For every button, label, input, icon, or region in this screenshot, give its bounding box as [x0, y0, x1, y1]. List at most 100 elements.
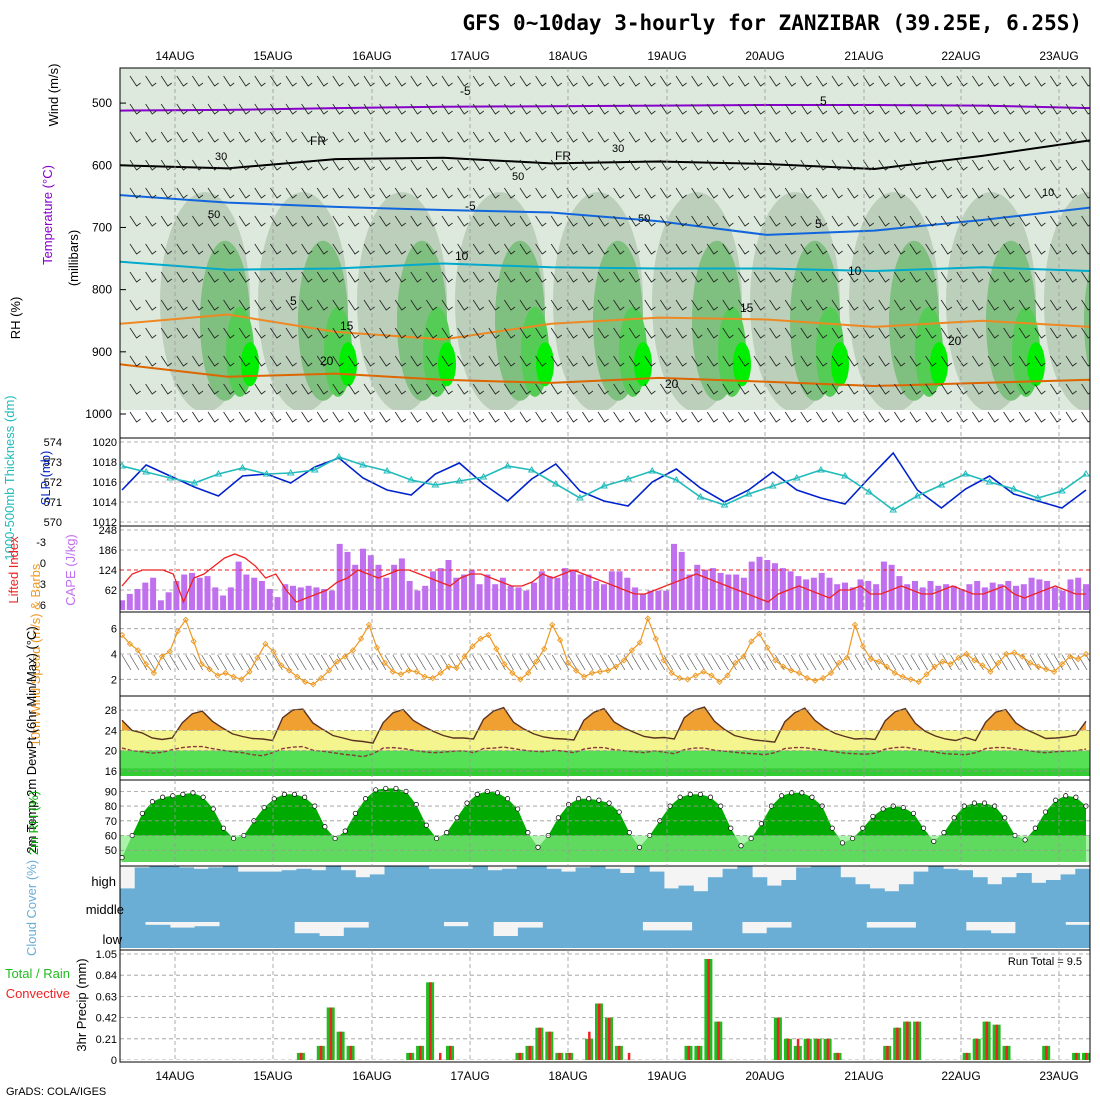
wind-barb — [753, 383, 765, 395]
wind-barb — [270, 327, 282, 339]
cloud-bar-high — [884, 891, 900, 894]
wind-barb — [285, 243, 297, 255]
wind-barb — [987, 299, 999, 311]
wind-barb — [639, 654, 650, 671]
wind-barb — [410, 383, 422, 395]
wind-barb — [582, 75, 594, 87]
wind-speed-marker — [206, 666, 213, 673]
wind-speed-marker — [349, 647, 357, 654]
wind-barb — [177, 654, 188, 671]
cloud-bar-high — [590, 866, 606, 894]
wind-speed-marker — [652, 635, 659, 642]
wind-barb — [457, 355, 469, 367]
wind-barb — [950, 654, 960, 671]
wind-barb — [847, 243, 859, 255]
wind-barb — [504, 215, 516, 227]
precip-conv-bar — [836, 1052, 839, 1060]
cloud-bar-high — [531, 866, 547, 894]
y-label-millibars: (millibars) — [66, 230, 81, 286]
wind-barb — [1029, 654, 1040, 671]
wind-barb — [223, 355, 235, 367]
wind-barb — [535, 75, 547, 87]
wind-barb — [1050, 243, 1062, 255]
rh-marker — [342, 828, 348, 834]
rh-marker — [697, 791, 703, 797]
wind-barb — [703, 654, 713, 671]
wind-barb — [504, 299, 516, 311]
wind-barb — [192, 131, 204, 143]
cloud-bar-middle — [459, 894, 485, 922]
rh-tick-label: 50 — [105, 845, 117, 857]
cape-bar — [997, 584, 1004, 610]
wind-barb — [706, 327, 719, 339]
cape-bar — [120, 600, 125, 610]
wind-speed-marker — [612, 663, 620, 670]
wind-barb — [472, 75, 485, 87]
wind-barb — [706, 299, 719, 311]
wind-barb — [185, 654, 196, 671]
cloud-bar-high — [796, 867, 812, 894]
wind-barb — [769, 271, 781, 283]
cape-bar — [383, 577, 390, 610]
wind-barb — [160, 411, 173, 423]
wind-barb — [535, 355, 547, 367]
cape-bar — [134, 589, 141, 610]
wind-speed-marker — [1019, 653, 1026, 660]
wind-speed-marker — [302, 678, 309, 686]
wind-barb — [972, 355, 984, 367]
wind-barb — [193, 654, 204, 671]
wind-barb — [663, 654, 674, 671]
y-tick-label: 1000 — [85, 407, 112, 421]
wind-barb — [925, 187, 937, 199]
thickness-marker — [865, 488, 873, 495]
wind-barb — [270, 299, 282, 311]
wind-barb — [285, 355, 297, 367]
wind-barb — [566, 103, 578, 115]
wind-barb — [441, 355, 453, 367]
wind-barb — [410, 243, 422, 255]
wind-barb — [909, 75, 921, 87]
wind-barb — [238, 327, 251, 339]
cape-bar — [608, 571, 615, 610]
wind-speed-marker — [405, 667, 412, 674]
wind-barb — [332, 103, 344, 115]
cape-bar — [142, 582, 149, 610]
wind-barb — [1034, 411, 1046, 423]
wind-barb — [940, 299, 953, 311]
wind-barb — [1050, 75, 1062, 87]
cloud-bar-high — [737, 866, 753, 894]
thickness-marker — [383, 467, 391, 474]
cape-bar — [709, 568, 716, 610]
wind-barb — [488, 131, 500, 143]
wind-barb — [512, 654, 522, 671]
wind-barb — [987, 159, 999, 171]
wind-barb — [332, 243, 344, 255]
cloud-bar-high — [413, 866, 430, 894]
cloud-bar-middle — [338, 894, 364, 922]
wind-barb — [129, 103, 141, 115]
x-tick-label-top: 18AUG — [548, 49, 587, 63]
cape-bar — [585, 574, 592, 610]
rh-marker — [149, 799, 155, 805]
wind-barb — [176, 383, 188, 395]
cape-bar — [235, 561, 242, 610]
wind-barb — [940, 159, 953, 171]
wind-barb — [270, 215, 282, 227]
wind-barb — [238, 187, 251, 199]
rh-marker — [1073, 794, 1079, 800]
wind-barb — [192, 103, 204, 115]
rh-marker — [809, 794, 815, 800]
wind-barb — [738, 411, 750, 423]
wind-barb — [550, 103, 563, 115]
wind-barb — [784, 131, 797, 143]
isotherm-line — [120, 260, 1090, 273]
wind-barb — [301, 159, 313, 171]
wind-barb — [504, 103, 516, 115]
cape-bar — [725, 574, 732, 610]
wind-barb — [691, 103, 703, 115]
wind-speed-marker — [987, 668, 994, 675]
wind-barb — [285, 383, 297, 395]
wind-barb — [1034, 243, 1046, 255]
wind-barb — [519, 187, 531, 199]
cape-bar — [896, 576, 903, 610]
